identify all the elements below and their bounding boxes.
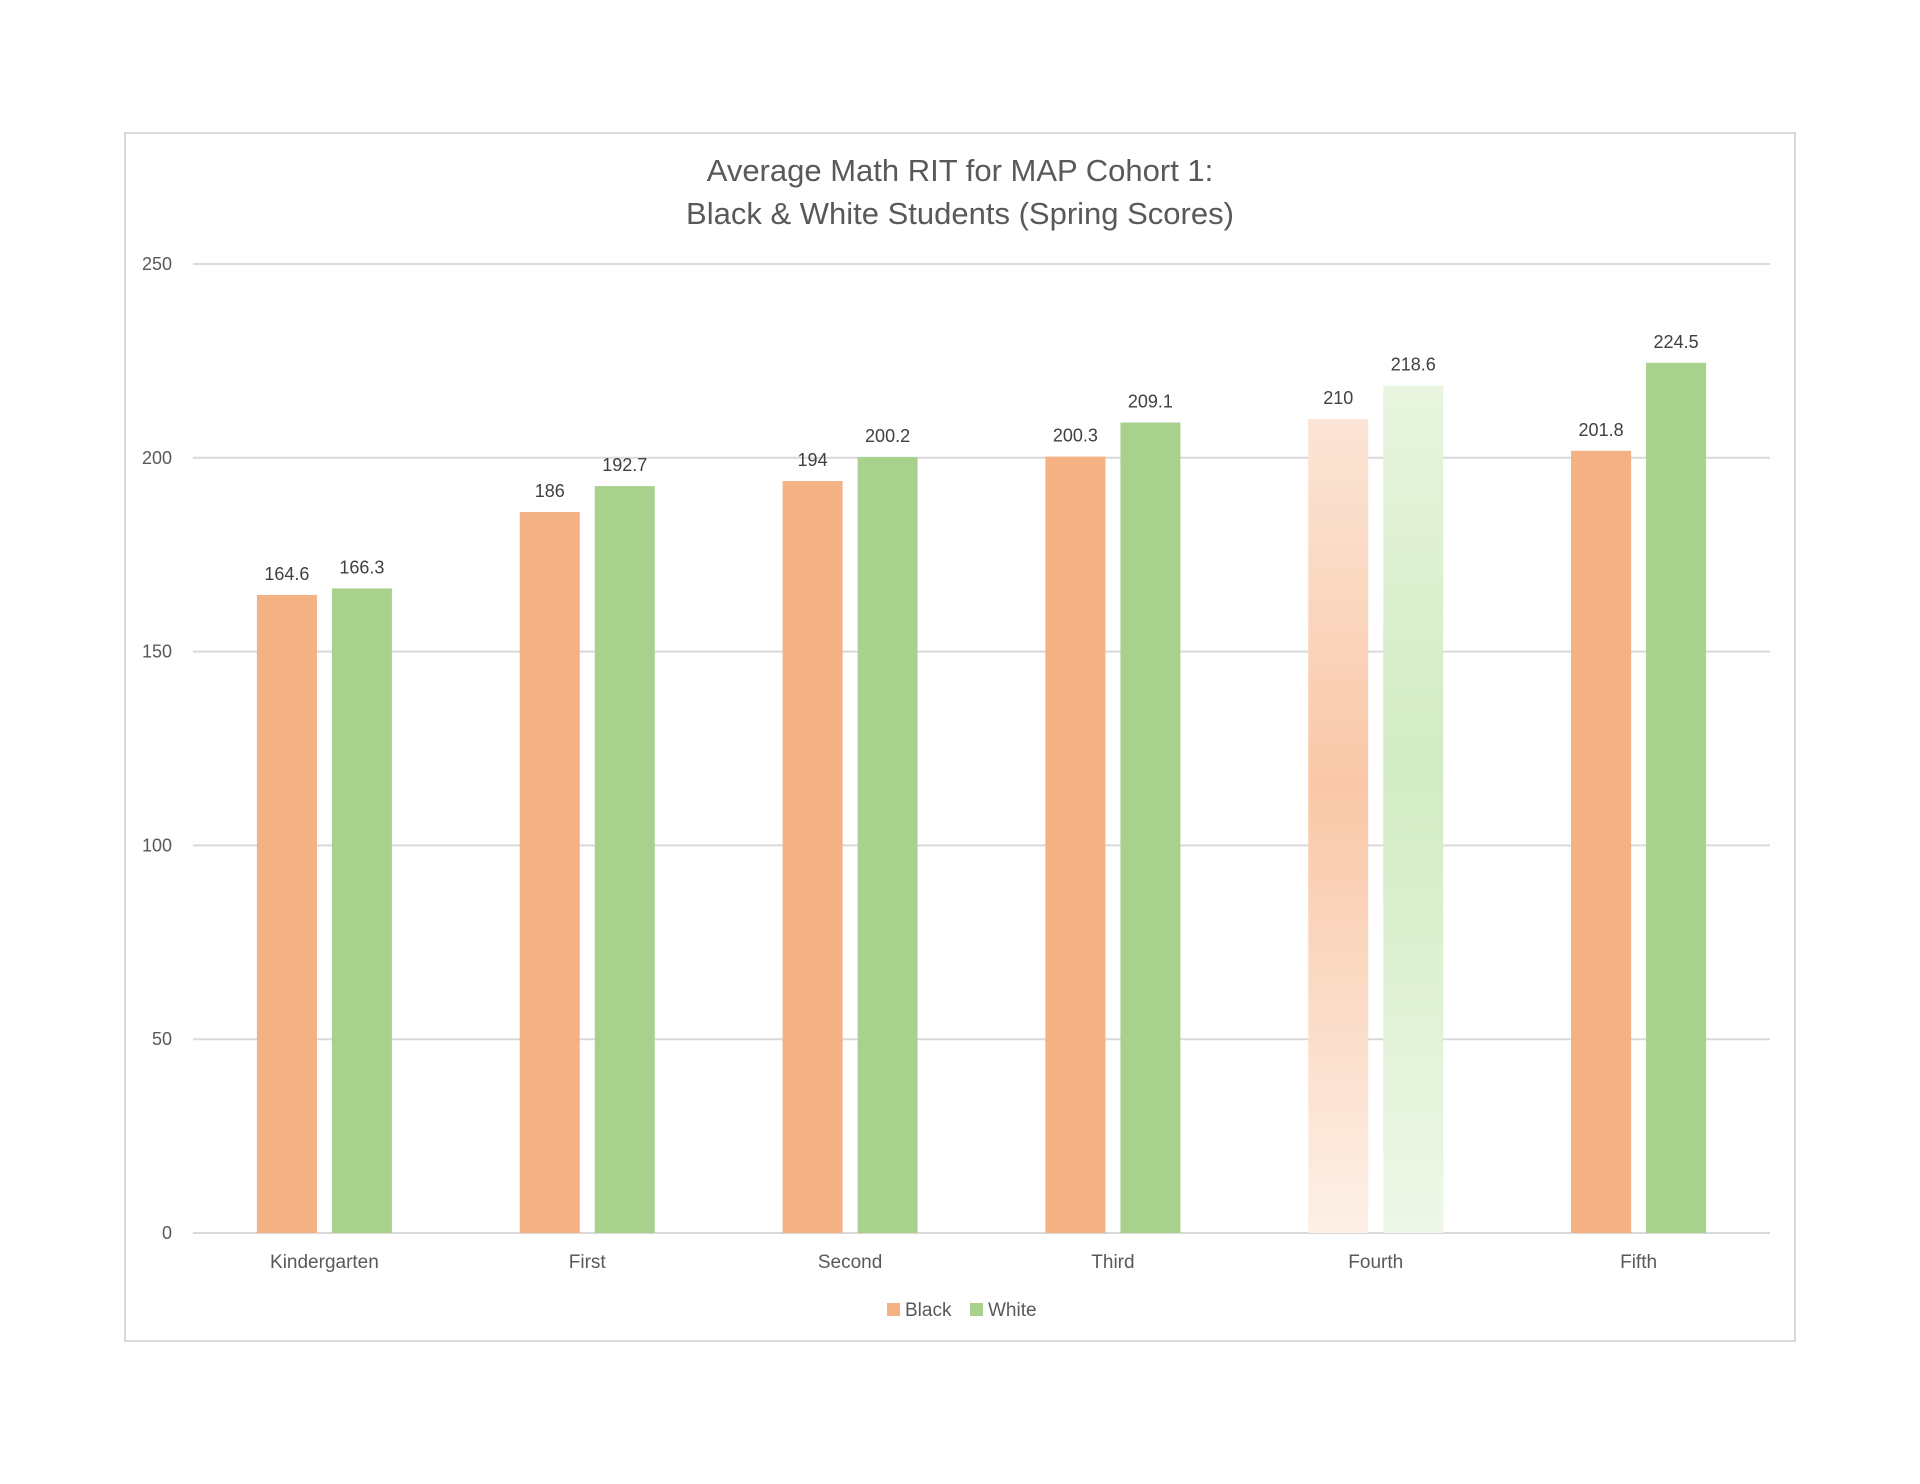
bar-white-second bbox=[857, 457, 918, 1234]
category-label: Fifth bbox=[1620, 1252, 1657, 1273]
bar-black-fifth bbox=[1571, 450, 1632, 1233]
y-tick-label: 150 bbox=[142, 642, 172, 662]
bar-black-third bbox=[1045, 456, 1106, 1233]
bar-black-kindergarten bbox=[256, 595, 317, 1233]
y-axis-ticks: 0 50 100 150 200 250 bbox=[142, 254, 172, 1243]
legend-swatch bbox=[970, 1303, 983, 1316]
legend-item-white: White bbox=[970, 1300, 1037, 1321]
data-labels: 164.6 166.3 186 192.7 194 200.2 200.3 209.1 210 2… bbox=[264, 332, 1698, 584]
y-tick-label: 200 bbox=[142, 448, 172, 468]
chart-title-line-2: Black & White Students (Spring Scores) bbox=[686, 196, 1234, 231]
data-label: 210 bbox=[1323, 388, 1353, 408]
bar-black-first bbox=[519, 512, 580, 1233]
data-label: 192.7 bbox=[602, 455, 647, 475]
y-tick-label: 250 bbox=[142, 254, 172, 274]
bars bbox=[256, 362, 1707, 1234]
y-tick-label: 50 bbox=[152, 1029, 172, 1049]
bar-black-fourth bbox=[1308, 419, 1369, 1233]
category-label: Third bbox=[1091, 1252, 1134, 1273]
bar-white-first bbox=[594, 486, 655, 1233]
y-tick-label: 0 bbox=[162, 1223, 172, 1243]
data-label: 200.2 bbox=[865, 426, 910, 446]
bar-white-fourth bbox=[1383, 385, 1444, 1233]
legend: Black White bbox=[887, 1300, 1037, 1321]
bar-white-third bbox=[1120, 422, 1181, 1233]
gridlines bbox=[193, 263, 1770, 1234]
x-axis-categories: Kindergarten First Second Third Fourth Fifth bbox=[270, 1252, 1657, 1273]
category-label: Fourth bbox=[1348, 1252, 1403, 1273]
legend-label: White bbox=[988, 1300, 1037, 1321]
data-label: 200.3 bbox=[1053, 426, 1098, 446]
data-label: 209.1 bbox=[1128, 392, 1173, 412]
legend-item-black: Black bbox=[887, 1300, 952, 1321]
data-label: 218.6 bbox=[1391, 355, 1436, 375]
chart-title-line-1: Average Math RIT for MAP Cohort 1: bbox=[707, 153, 1214, 188]
y-tick-label: 100 bbox=[142, 835, 172, 855]
data-label: 194 bbox=[798, 450, 828, 470]
bar-white-fifth bbox=[1646, 362, 1707, 1233]
data-label: 201.8 bbox=[1579, 420, 1624, 440]
data-label: 166.3 bbox=[339, 557, 384, 577]
data-label: 186 bbox=[535, 481, 565, 501]
data-label: 224.5 bbox=[1654, 332, 1699, 352]
category-label: Second bbox=[818, 1252, 882, 1273]
category-label: First bbox=[569, 1252, 607, 1273]
legend-label: Black bbox=[905, 1300, 952, 1321]
bar-white-kindergarten bbox=[331, 588, 392, 1233]
legend-swatch bbox=[887, 1303, 900, 1316]
bar-black-second bbox=[782, 481, 843, 1233]
category-label: Kindergarten bbox=[270, 1252, 379, 1273]
data-label: 164.6 bbox=[264, 564, 309, 584]
chart-frame bbox=[124, 132, 1796, 1342]
